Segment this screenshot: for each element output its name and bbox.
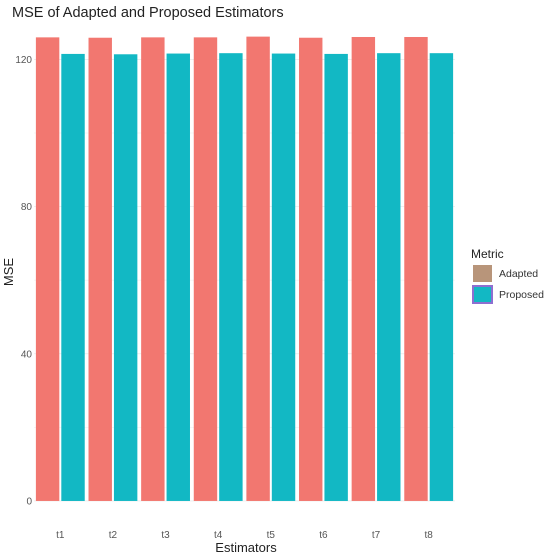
y-tick-label: 80 (21, 202, 33, 213)
x-tick-label: t3 (161, 530, 170, 541)
x-tick-label: t2 (109, 530, 118, 541)
y-tick-label: 120 (15, 55, 32, 66)
x-tick-label: t7 (372, 530, 381, 541)
bar-proposed-t4 (219, 53, 243, 501)
y-axis-ticks: 0 40 80 120 (15, 55, 32, 508)
bar-proposed-t6 (324, 53, 348, 501)
y-tick-label: 40 (21, 349, 33, 360)
y-tick-label: 0 (26, 496, 32, 507)
bar-proposed-t7 (377, 53, 401, 501)
y-axis-title: MSE (1, 258, 16, 287)
legend: Metric Adapted Proposed (471, 247, 544, 304)
bar-adapted-t4 (193, 37, 218, 501)
bar-adapted-t5 (246, 36, 270, 501)
bar-adapted-t2 (88, 37, 112, 501)
x-tick-label: t1 (56, 530, 65, 541)
x-tick-label: t5 (267, 530, 276, 541)
bars-layer (35, 36, 454, 501)
bar-proposed-t2 (113, 54, 138, 501)
legend-title: Metric (471, 247, 504, 261)
bar-adapted-t7 (351, 36, 376, 501)
x-axis-ticks: t1 t2 t3 t4 t5 t6 t7 t8 (56, 530, 433, 541)
bar-adapted-t1 (35, 37, 60, 501)
x-axis-title: Estimators (215, 540, 277, 555)
bar-proposed-t3 (166, 53, 190, 501)
bar-proposed-t1 (61, 53, 85, 501)
chart-title: MSE of Adapted and Proposed Estimators (12, 5, 284, 21)
bar-proposed-t8 (429, 53, 454, 501)
bar-proposed-t5 (271, 53, 296, 501)
x-tick-label: t8 (425, 530, 434, 541)
bar-adapted-t6 (299, 37, 323, 501)
x-tick-label: t4 (214, 530, 223, 541)
x-tick-label: t6 (319, 530, 328, 541)
bar-adapted-t8 (404, 36, 428, 501)
legend-key-adapted (473, 265, 492, 282)
bar-adapted-t3 (141, 37, 165, 501)
legend-label-proposed: Proposed (499, 289, 544, 301)
legend-key-proposed (472, 285, 493, 304)
legend-label-adapted: Adapted (499, 268, 538, 280)
